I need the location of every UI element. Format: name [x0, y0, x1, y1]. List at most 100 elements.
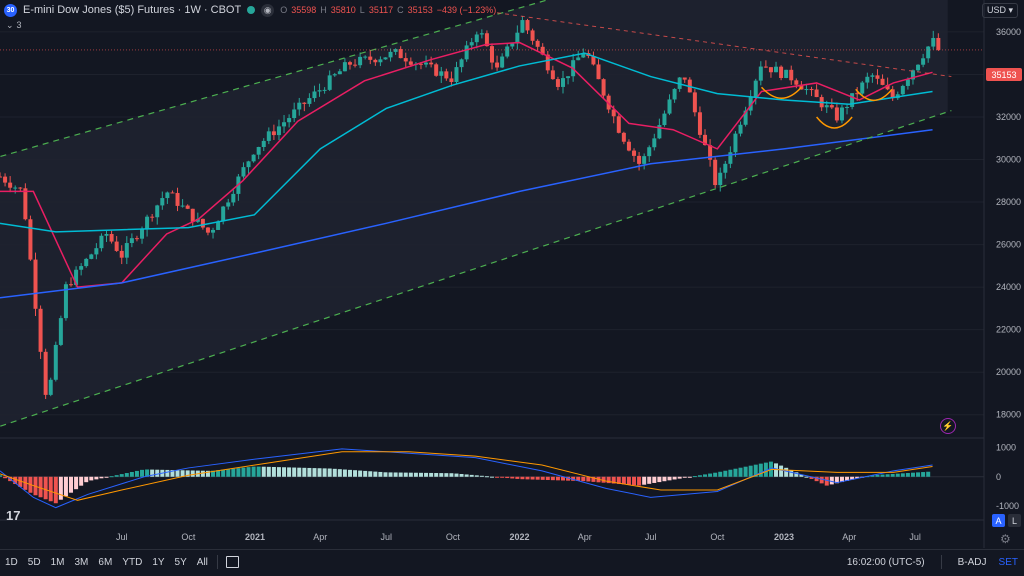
- macd-histogram-bar: [672, 476, 677, 480]
- timeframe-3m[interactable]: 3M: [74, 556, 89, 568]
- macd-histogram-bar: [307, 467, 312, 477]
- indicator-count: 3: [16, 20, 22, 30]
- candle-body: [647, 147, 652, 157]
- macd-histogram-bar: [794, 472, 799, 477]
- candle-body: [916, 64, 921, 71]
- set-toggle[interactable]: SET: [998, 556, 1018, 568]
- macd-histogram-bar: [910, 472, 915, 477]
- macd-histogram-bar: [489, 476, 494, 478]
- candle-body: [337, 71, 342, 75]
- timeframe-1y[interactable]: 1Y: [152, 556, 165, 568]
- macd-histogram-bar: [155, 469, 160, 477]
- timeframe-ytd[interactable]: YTD: [122, 556, 143, 568]
- macd-histogram-bar: [708, 473, 713, 477]
- candle-body: [439, 71, 444, 76]
- timeframe-5d[interactable]: 5D: [27, 556, 41, 568]
- market-status-dot-icon: [247, 6, 256, 14]
- price-chart[interactable]: 3600034000320003000028000260002400022000…: [0, 0, 1024, 548]
- candle-body: [459, 59, 464, 68]
- candle-body: [33, 259, 38, 309]
- gear-icon[interactable]: ⚙: [1000, 532, 1011, 546]
- macd-histogram-bar: [378, 471, 383, 477]
- macd-tick-label: 1000: [996, 442, 1016, 452]
- macd-histogram-bar: [926, 471, 931, 477]
- indicator-legend-toggle[interactable]: ⌄ 3: [6, 20, 22, 31]
- candle-body: [18, 187, 23, 189]
- candle-body: [525, 20, 530, 31]
- candle-body: [140, 229, 145, 239]
- time-tick-label: Oct: [710, 532, 725, 542]
- candle-body: [69, 284, 74, 286]
- cup-pattern-arc: [816, 116, 853, 129]
- timeframe-5y[interactable]: 5Y: [174, 556, 187, 568]
- macd-histogram-bar: [763, 462, 768, 477]
- candle-body: [489, 46, 494, 63]
- macd-histogram-bar: [58, 476, 63, 500]
- price-tick-label: 36000: [996, 27, 1021, 37]
- macd-histogram-bar: [424, 472, 429, 477]
- candle-body: [890, 89, 895, 99]
- macd-histogram-bar: [373, 471, 378, 477]
- eye-icon[interactable]: ◉: [261, 3, 275, 17]
- macd-histogram-bar: [657, 476, 662, 483]
- candle-body: [231, 193, 236, 203]
- badj-toggle[interactable]: B-ADJ: [957, 556, 987, 568]
- candle-body: [28, 219, 33, 260]
- macd-histogram-bar: [814, 476, 819, 482]
- candle-body: [637, 155, 642, 164]
- candle-body: [363, 56, 368, 58]
- candle-body: [784, 69, 789, 78]
- bottom-right-group: 16:02:00 (UTC-5) B-ADJ SET: [847, 555, 1024, 569]
- signal_line: [0, 451, 933, 501]
- time-tick-label: 2023: [774, 532, 794, 542]
- clock-display[interactable]: 16:02:00 (UTC-5): [846, 556, 925, 568]
- candle-body: [353, 64, 358, 66]
- macd-histogram-bar: [403, 472, 408, 477]
- candle-body: [555, 79, 560, 87]
- time-tick-label: Apr: [578, 532, 592, 542]
- macd-histogram-bar: [327, 468, 332, 477]
- symbol-title[interactable]: E-mini Dow Jones ($5) Futures · 1W · CBO…: [23, 4, 242, 16]
- candle-body: [763, 66, 768, 68]
- timeframe-6m[interactable]: 6M: [98, 556, 113, 568]
- candle-body: [768, 67, 773, 73]
- timeframe-1m[interactable]: 1M: [50, 556, 65, 568]
- auto-scale-button[interactable]: A: [992, 514, 1005, 527]
- candle-body: [875, 75, 880, 79]
- macd-histogram-bar: [347, 469, 352, 477]
- price-tick-label: 32000: [996, 112, 1021, 122]
- candle-body: [652, 138, 657, 148]
- candle-body: [165, 192, 170, 199]
- macd-histogram-bar: [302, 467, 307, 477]
- macd-histogram-bar: [682, 476, 687, 478]
- candle-body: [779, 66, 784, 78]
- candle-body: [829, 105, 834, 108]
- timeframe-1d[interactable]: 1D: [5, 556, 18, 568]
- lightning-icon[interactable]: ⚡: [940, 418, 956, 434]
- log-scale-button[interactable]: L: [1008, 514, 1021, 527]
- candle-body: [464, 45, 469, 60]
- currency-selector[interactable]: USD ▾: [981, 3, 1018, 18]
- timeframe-all[interactable]: All: [196, 556, 208, 568]
- candle-body: [667, 99, 672, 114]
- macd-histogram-bar: [784, 467, 789, 477]
- candle-body: [429, 62, 434, 65]
- candle-body: [454, 67, 459, 82]
- candle-body: [596, 64, 601, 80]
- macd-histogram-bar: [495, 476, 500, 478]
- candle-body: [530, 30, 535, 41]
- time-tick-label: 2022: [510, 532, 530, 542]
- calendar-icon[interactable]: [225, 556, 239, 568]
- macd-histogram-bar: [839, 476, 844, 483]
- macd-histogram-bar: [616, 476, 621, 484]
- candle-body: [550, 70, 555, 80]
- high-value: 35810: [330, 5, 356, 15]
- candle-body: [124, 243, 129, 258]
- macd-histogram-bar: [459, 474, 464, 477]
- macd_line: [0, 448, 933, 509]
- candle-body: [261, 140, 266, 147]
- macd-histogram-bar: [515, 476, 520, 479]
- macd-histogram-bar: [418, 472, 423, 477]
- macd-histogram-bar: [89, 476, 94, 481]
- candle-body: [302, 102, 307, 104]
